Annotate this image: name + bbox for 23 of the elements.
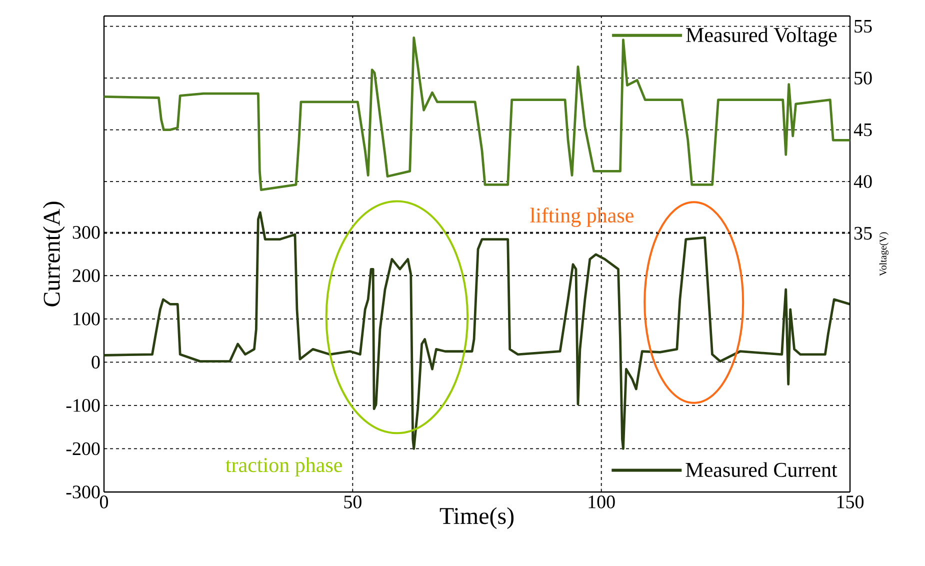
y2-tick-label: 40 [854, 175, 872, 188]
x-tick-label: 150 [837, 496, 864, 508]
y2-tick-label: 35 [854, 226, 872, 240]
y-tick-label: 200 [72, 269, 100, 282]
y2-tick-label: 50 [854, 72, 872, 84]
y-tick-label: 0 [92, 356, 100, 369]
y-tick-label: 100 [74, 312, 100, 326]
legend-label: Measured Current [686, 462, 838, 477]
y2-tick-label: 45 [854, 123, 872, 136]
annotation: lifting phase [530, 208, 634, 227]
y-tick-label: -300 [66, 486, 100, 498]
y2-axis-title: Voltage(V) [879, 232, 889, 276]
y-tick-label: -200 [66, 442, 100, 456]
annotation: traction phase [226, 457, 342, 476]
y-tick-label: -100 [66, 399, 100, 412]
y-axis-title: Current(A) [43, 202, 65, 306]
x-tick-label: 0 [100, 496, 108, 508]
x-tick-label: 100 [588, 496, 615, 508]
legend-label: Measured Voltage [686, 27, 837, 46]
y2-tick-label: 55 [854, 20, 872, 33]
x-tick-label: 50 [344, 496, 362, 508]
x-axis-title: Time(s) [440, 507, 514, 529]
y-tick-label: 300 [72, 226, 100, 239]
